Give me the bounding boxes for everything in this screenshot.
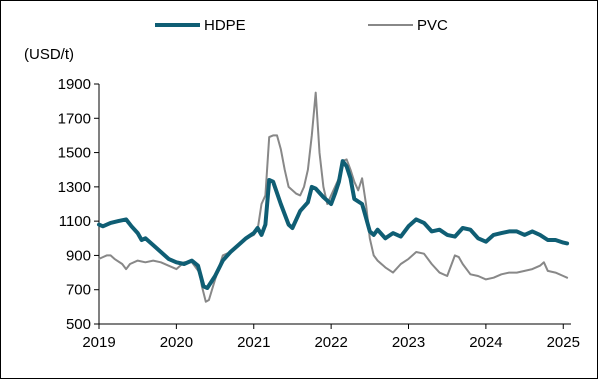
x-tick-label: 2020	[160, 334, 193, 351]
y-tick-label: 1700	[58, 110, 91, 127]
y-axis-ticks: 500 700 900 1100 1300 1500 1700 1900	[58, 76, 99, 333]
y-tick-label: 700	[66, 282, 91, 299]
x-tick-label: 2024	[469, 334, 502, 351]
y-tick-label: 500	[66, 316, 91, 333]
x-tick-label: 2025	[547, 334, 580, 351]
y-axis-unit-label: (USD/t)	[24, 46, 74, 63]
x-tick-label: 2022	[314, 334, 347, 351]
series-lines	[97, 91, 570, 303]
x-tick-label: 2019	[82, 334, 115, 351]
y-tick-label: 900	[66, 247, 91, 264]
legend-hdpe-label: HDPE	[204, 17, 246, 34]
x-axis-ticks: 2019 2020 2021 2022 2023 2024 2025	[82, 324, 580, 351]
y-tick-label: 1900	[58, 76, 91, 93]
y-tick-label: 1300	[58, 179, 91, 196]
series-line-hdpe	[97, 159, 570, 290]
legend-pvc-label: PVC	[417, 17, 448, 34]
x-tick-label: 2023	[392, 334, 425, 351]
x-tick-label: 2021	[237, 334, 270, 351]
y-tick-label: 1500	[58, 145, 91, 162]
y-tick-label: 1100	[59, 213, 91, 230]
